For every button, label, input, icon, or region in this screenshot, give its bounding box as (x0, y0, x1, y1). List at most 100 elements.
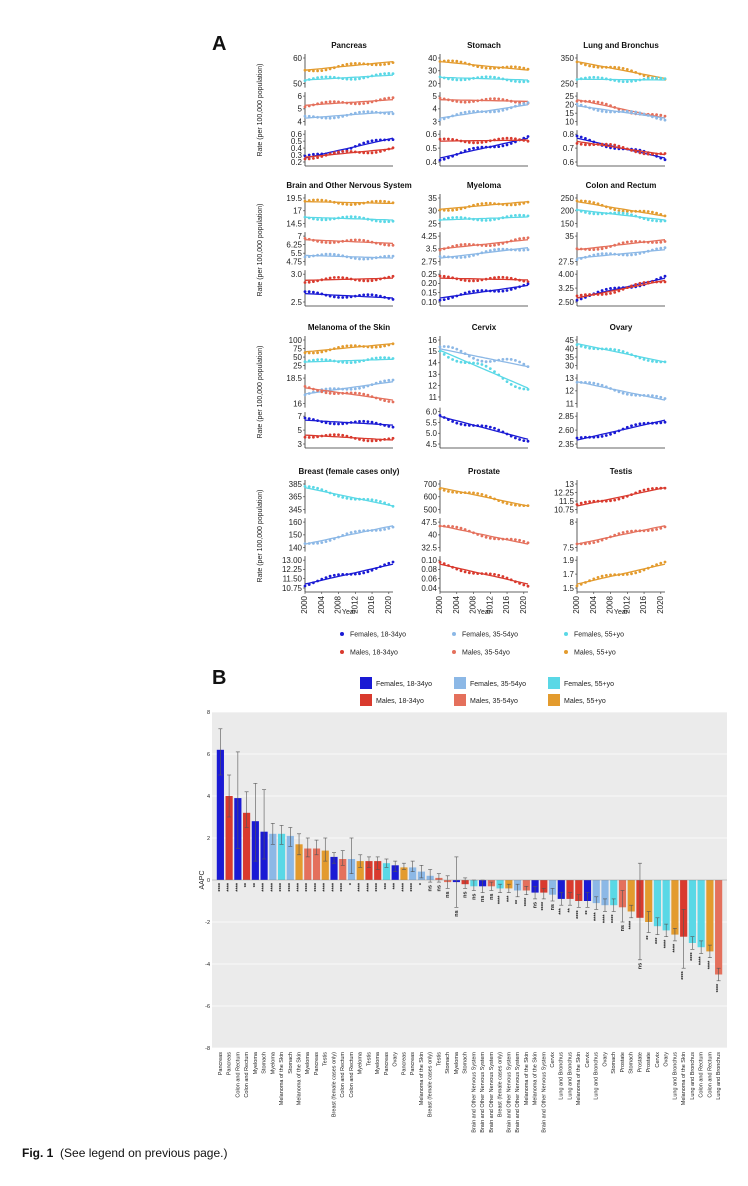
category-label: Colon and Rectum (349, 1052, 355, 1098)
data-point (370, 63, 374, 66)
data-point (341, 215, 345, 219)
data-point (362, 497, 366, 501)
data-point (442, 298, 446, 301)
facet-title: Lung and Bronchus (583, 41, 659, 50)
data-point (358, 257, 361, 261)
data-point (518, 582, 521, 585)
data-point (497, 537, 501, 541)
data-point (387, 503, 391, 506)
data-point (383, 148, 386, 152)
data-point (501, 247, 505, 251)
series-line-males_18_34 (440, 139, 529, 142)
facet-plot-area (577, 480, 665, 592)
data-point (337, 296, 340, 299)
data-point (472, 110, 475, 113)
data-point (596, 247, 600, 251)
data-point (584, 63, 587, 67)
data-point (379, 277, 382, 281)
data-point (518, 438, 521, 441)
data-point (374, 99, 378, 103)
data-point (349, 102, 353, 105)
data-point (353, 102, 357, 106)
data-point (328, 574, 332, 578)
data-point (366, 151, 370, 155)
y-tick-label: 6.25 (286, 240, 302, 249)
data-point (316, 351, 319, 355)
data-point (600, 203, 604, 207)
data-point (651, 487, 654, 490)
bar-females_18_34 (557, 880, 565, 899)
data-point (353, 391, 357, 395)
data-point (312, 290, 315, 294)
data-point (374, 73, 378, 77)
data-point (349, 344, 353, 348)
data-point (663, 420, 667, 424)
data-point (358, 77, 361, 81)
data-point (307, 280, 311, 284)
data-point (505, 502, 509, 505)
data-point (588, 99, 591, 103)
data-point (374, 356, 378, 360)
data-point (493, 202, 496, 206)
y-axis-title: AAPC (199, 870, 206, 889)
data-point (324, 116, 328, 120)
data-point (651, 280, 654, 284)
data-point (651, 210, 654, 214)
data-point (320, 218, 324, 222)
data-point (488, 367, 492, 370)
significance-label: **** (699, 956, 705, 965)
data-point (387, 147, 391, 151)
data-point (638, 281, 642, 285)
data-point (600, 383, 604, 387)
data-point (613, 79, 617, 82)
data-point (488, 289, 492, 293)
data-point (476, 243, 480, 247)
data-point (303, 255, 307, 259)
bar-females_18_34 (391, 865, 399, 880)
data-point (588, 76, 591, 79)
data-point (588, 541, 591, 545)
data-point (634, 571, 638, 575)
data-point (316, 486, 319, 490)
bar-males_18_34 (374, 861, 382, 880)
data-point (617, 253, 621, 256)
data-point (646, 421, 650, 425)
data-point (609, 573, 612, 577)
data-point (526, 388, 530, 391)
data-point (341, 254, 345, 258)
data-point (600, 289, 604, 292)
data-point (575, 343, 579, 347)
data-point (505, 143, 509, 147)
data-point (438, 414, 442, 417)
data-point (442, 247, 446, 251)
data-point (459, 569, 463, 573)
data-point (438, 255, 442, 258)
data-point (320, 240, 324, 244)
data-point (501, 144, 505, 148)
data-point (505, 357, 509, 361)
significance-label: ** (253, 882, 259, 887)
significance-label: **** (305, 882, 311, 891)
data-point (613, 533, 617, 537)
data-point (320, 358, 324, 361)
data-point (596, 212, 600, 216)
data-point (324, 153, 328, 157)
data-point (391, 436, 395, 440)
series-line-females_55_plus (576, 342, 666, 363)
y-tick-label: 2.50 (558, 298, 574, 307)
data-point (518, 237, 521, 241)
significance-label: **** (401, 882, 407, 891)
data-point (659, 561, 663, 565)
x-tick-label: 2004 (317, 595, 326, 613)
data-point (447, 275, 450, 279)
data-point (370, 498, 374, 502)
data-point (472, 254, 475, 257)
y-tick-label: -8 (205, 1046, 210, 1052)
data-point (472, 571, 475, 575)
significance-label: ns (471, 894, 477, 900)
data-point (307, 104, 311, 108)
data-point (362, 571, 366, 575)
data-point (646, 218, 650, 222)
data-point (353, 257, 357, 260)
data-point (463, 291, 467, 295)
